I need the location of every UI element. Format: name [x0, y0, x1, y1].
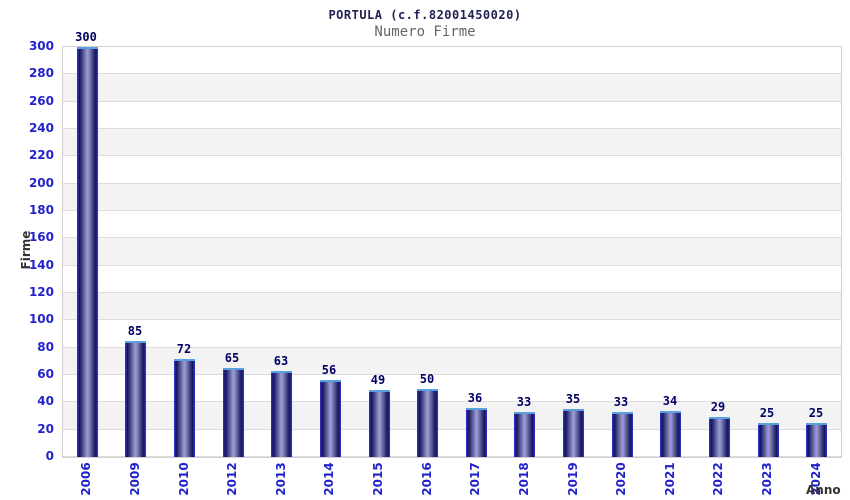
y-tick-label: 200: [28, 175, 54, 190]
bar-value-label: 49: [370, 373, 386, 387]
chart-title: PORTULA (c.f.82001450020): [328, 8, 522, 22]
grid-band: [63, 183, 841, 211]
bar-value-label: 56: [321, 363, 337, 377]
bar-value-label: 34: [662, 394, 678, 408]
bar-value-label: 36: [467, 391, 483, 405]
y-tick-label: 100: [28, 312, 54, 327]
bar-value-label: 72: [176, 342, 192, 356]
bar-2022: [709, 417, 730, 457]
bar-value-label: 25: [808, 406, 824, 420]
bar-value-label: 63: [273, 354, 289, 368]
y-tick-label: 160: [28, 230, 54, 245]
bar-2013: [271, 371, 292, 457]
grid-band: [63, 265, 841, 293]
y-tick-label: 260: [28, 93, 54, 108]
bar-2006: [77, 47, 98, 457]
x-tick-label: 2009: [128, 462, 142, 496]
bar-2012: [223, 368, 244, 457]
y-tick-label: 80: [37, 339, 54, 354]
y-tick-label: 120: [28, 285, 54, 299]
bar-2014: [320, 380, 341, 457]
x-tick-label: 2017: [468, 462, 482, 496]
grid-band: [63, 293, 841, 321]
x-axis-title: Anno: [806, 483, 841, 497]
bar-2017: [466, 408, 487, 457]
plot-area: [62, 46, 842, 458]
x-tick-label: 2020: [614, 462, 628, 496]
bar-2016: [417, 389, 438, 457]
x-tick-label: 2019: [566, 462, 580, 496]
bar-2024: [806, 423, 827, 457]
y-tick-label: 140: [28, 257, 54, 272]
x-tick-label: 2015: [371, 462, 385, 496]
bar-2015: [369, 390, 390, 457]
x-tick-label: 2013: [274, 462, 288, 496]
bar-value-label: 85: [127, 324, 143, 338]
y-tick-label: 280: [28, 66, 54, 81]
x-tick-label: 2006: [79, 462, 93, 496]
grid-band: [63, 156, 841, 184]
grid-band: [63, 74, 841, 102]
x-tick-label: 2021: [663, 462, 677, 496]
grid-band: [63, 47, 841, 75]
grid-band: [63, 211, 841, 239]
y-tick-label: 240: [28, 121, 54, 135]
x-tick-label: 2018: [517, 462, 531, 496]
bar-value-label: 33: [613, 395, 629, 409]
bar-value-label: 35: [565, 392, 581, 406]
grid-band: [63, 238, 841, 266]
x-tick-label: 2014: [322, 462, 336, 496]
x-tick-label: 2023: [760, 462, 774, 496]
bar-2010: [174, 359, 195, 457]
y-tick-label: 220: [28, 148, 54, 163]
bar-2019: [563, 409, 584, 457]
y-tick-label: 60: [37, 367, 54, 381]
bar-value-label: 65: [224, 351, 240, 365]
y-tick-label: 180: [28, 203, 54, 217]
x-tick-label: 2022: [711, 462, 725, 496]
grid-band: [63, 129, 841, 157]
bar-2021: [660, 411, 681, 457]
y-tick-label: 300: [28, 39, 54, 53]
y-tick-label: 20: [37, 421, 54, 436]
bar-2023: [758, 423, 779, 457]
bar-2020: [612, 412, 633, 457]
x-tick-label: 2016: [420, 462, 434, 496]
bar-value-label: 25: [759, 406, 775, 420]
y-axis-title: Firme: [19, 230, 33, 270]
bar-2009: [125, 341, 146, 457]
bar-value-label: 29: [710, 400, 726, 414]
bar-value-label: 33: [516, 395, 532, 409]
x-tick-label: 2010: [177, 462, 191, 496]
y-tick-label: 40: [37, 394, 54, 409]
bar-value-label: 50: [419, 372, 435, 386]
bar-value-label: 300: [75, 30, 97, 44]
chart-subtitle: Numero Firme: [374, 24, 476, 40]
grid-band: [63, 101, 841, 129]
grid-band: [63, 320, 841, 348]
y-tick-label: 0: [45, 449, 54, 463]
bar-2018: [514, 412, 535, 457]
x-tick-label: 2012: [225, 462, 239, 496]
